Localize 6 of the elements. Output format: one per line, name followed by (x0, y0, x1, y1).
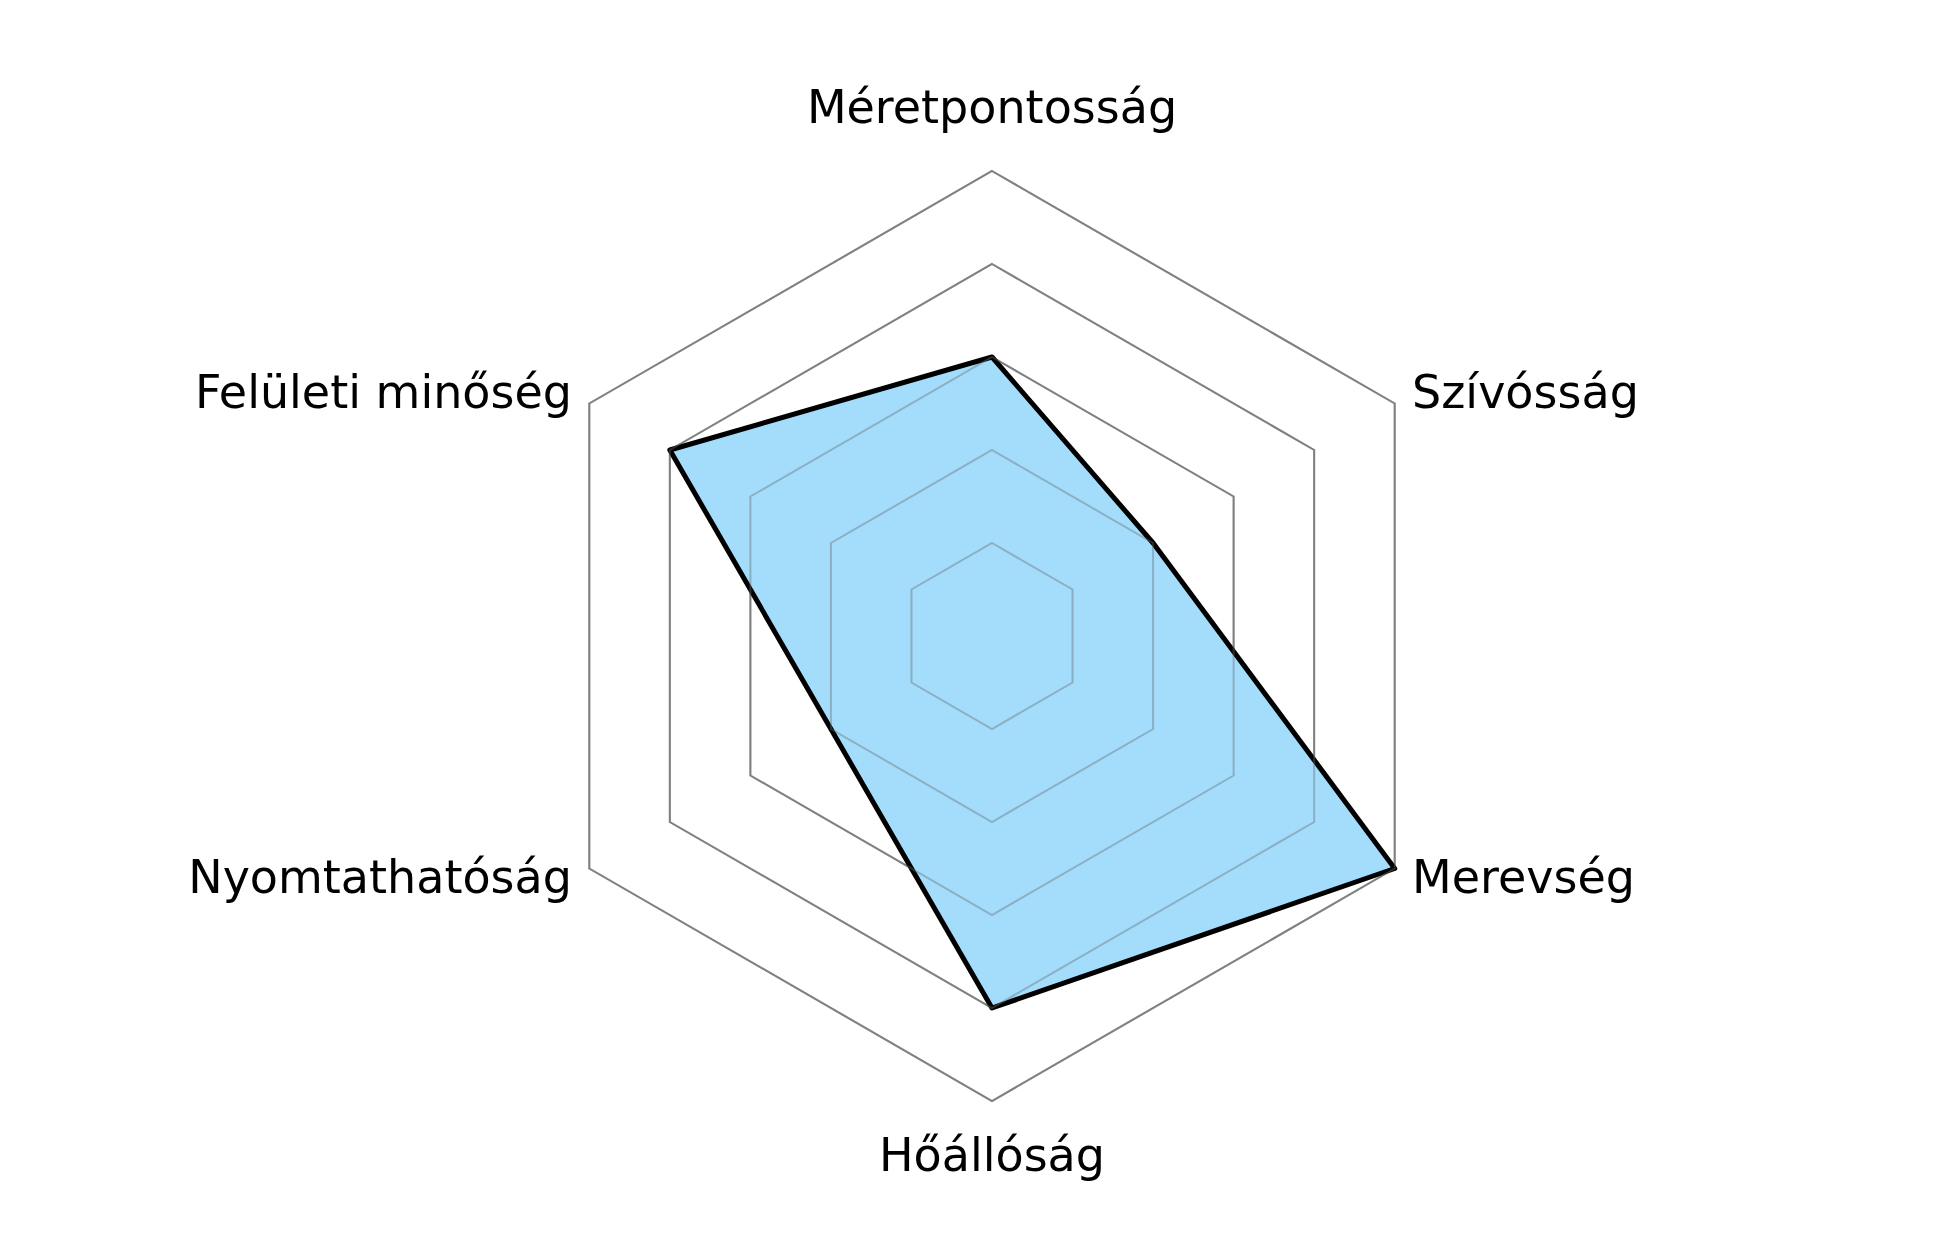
spoke-label: Méretpontosság (806, 80, 1178, 134)
spoke-label: Hőállóság (879, 1128, 1105, 1182)
spoke-label: Nyomtathatóság (188, 849, 572, 904)
spoke-label: Felületi minőség (194, 364, 572, 419)
spoke-label: Szívósság (1412, 364, 1639, 419)
spoke-label: Merevség (1412, 849, 1635, 904)
